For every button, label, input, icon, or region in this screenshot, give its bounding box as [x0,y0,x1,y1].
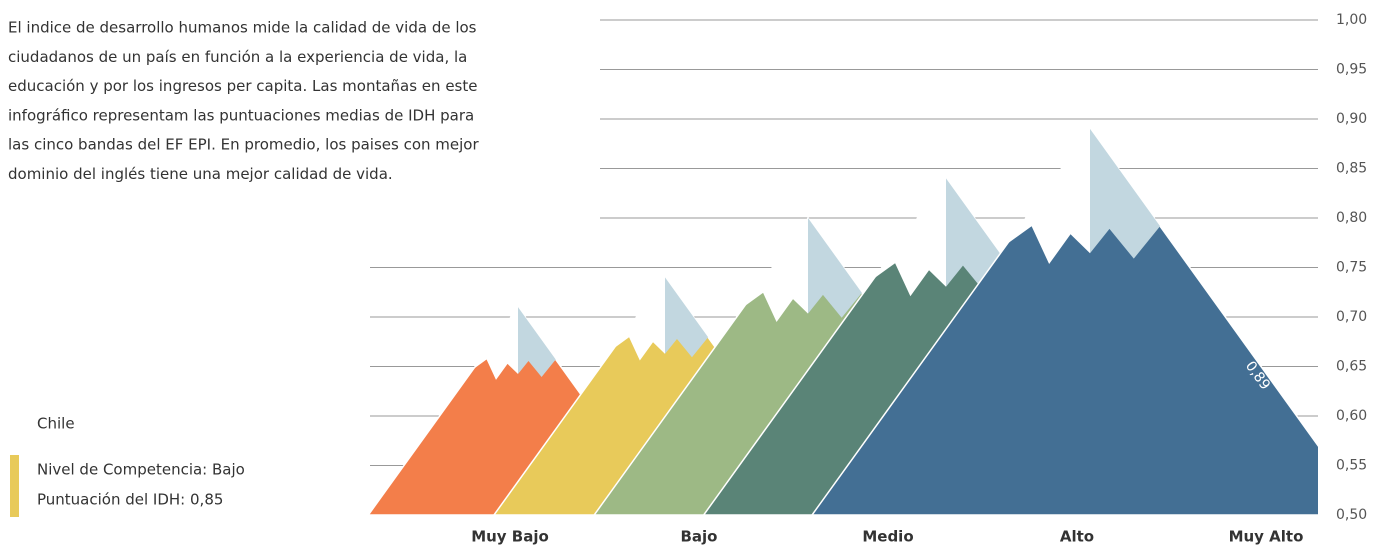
x-tick-label: Muy Alto [1229,528,1304,546]
x-tick-label: Bajo [680,528,717,546]
description-line: educación y por los ingresos per capita.… [8,77,477,95]
y-tick-label: 1,00 [1336,12,1367,28]
snow [1004,128,1090,265]
snow [742,218,808,322]
snow [471,307,518,380]
y-tick-label: 0,85 [1336,161,1367,177]
snow [871,178,946,297]
y-tick-label: 0,75 [1336,260,1367,276]
x-tick-label: Muy Bajo [471,528,549,546]
y-tick-label: 0,65 [1336,359,1367,375]
y-tick-label: 0,95 [1336,62,1367,78]
highlight-title: Chile [37,415,75,433]
snow-shade [808,218,883,322]
y-tick-label: 0,90 [1336,111,1367,127]
snow-shade [518,307,571,380]
snow-shade [665,277,725,361]
x-tick-label: Alto [1060,528,1094,546]
highlight-line: Nivel de Competencia: Bajo [37,461,245,479]
description-line: dominio del inglés tiene una mejor calid… [8,165,393,183]
snow-shade [1090,128,1188,265]
mountain [810,127,1318,516]
description-line: ciudadanos de un país en función a la ex… [8,48,467,66]
y-tick-label: 0,55 [1336,458,1367,474]
x-tick-label: Medio [862,528,913,546]
description-line: infográfico representam las puntuaciones… [8,106,474,124]
y-tick-label: 0,80 [1336,210,1367,226]
description-line: las cinco bandas del EF EPI. En promedio… [8,136,479,154]
highlight-line: Puntuación del IDH: 0,85 [37,491,223,509]
y-tick-label: 0,50 [1336,507,1367,523]
snow [612,277,665,361]
highlight-bar [10,455,19,517]
y-tick-label: 0,70 [1336,309,1367,325]
y-tick-label: 0,60 [1336,408,1367,424]
description-line: El indice de desarrollo humanos mide la … [8,19,477,37]
